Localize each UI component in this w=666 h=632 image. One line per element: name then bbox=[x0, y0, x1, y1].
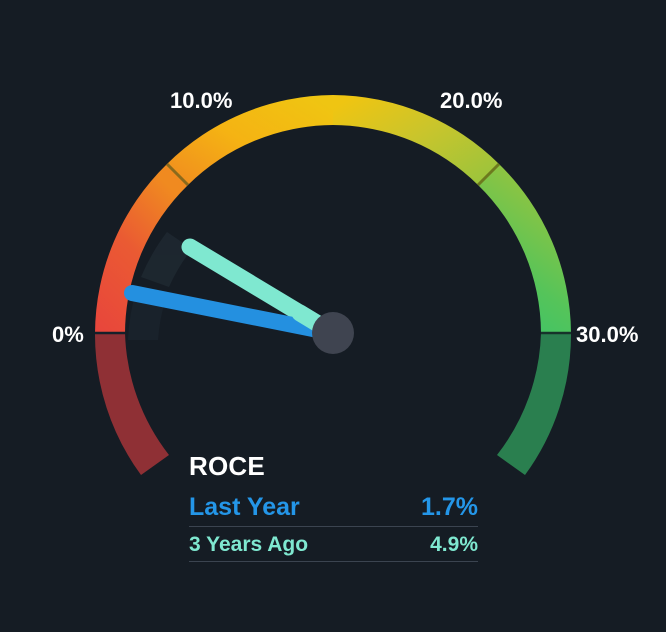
legend-value-three-years-ago: 4.9% bbox=[430, 533, 478, 556]
gauge-arc-band bbox=[94, 95, 572, 475]
arc-segment-10-20b bbox=[333, 95, 499, 185]
axis-label-20: 20.0% bbox=[440, 88, 502, 113]
axis-label-0: 0% bbox=[52, 322, 84, 347]
tick-10 bbox=[165, 162, 190, 187]
arc-segment-above-thirty bbox=[497, 333, 572, 475]
gauge-legend: ROCE Last Year 1.7% 3 Years Ago 4.9% bbox=[189, 450, 478, 562]
legend-label-three-years-ago: 3 Years Ago bbox=[189, 533, 309, 556]
arc-segment-below-zero bbox=[94, 333, 169, 475]
legend-row-last-year: Last Year 1.7% bbox=[189, 492, 478, 527]
arc-segment-20-30 bbox=[478, 164, 571, 333]
page-title: ROCE bbox=[189, 451, 265, 481]
gauge-hub bbox=[312, 312, 354, 354]
legend-label-last-year: Last Year bbox=[189, 493, 300, 521]
legend-value-last-year: 1.7% bbox=[421, 493, 478, 521]
needle-last-year bbox=[124, 285, 341, 341]
legend-row-three-years-ago: 3 Years Ago 4.9% bbox=[189, 527, 478, 562]
axis-label-30: 30.0% bbox=[576, 322, 638, 347]
arc-segment-0-10 bbox=[95, 164, 188, 333]
tick-20 bbox=[476, 162, 501, 187]
gauge-tick-marks bbox=[95, 162, 571, 335]
axis-label-10: 10.0% bbox=[170, 88, 232, 113]
arc-segment-10-20a bbox=[167, 95, 333, 185]
